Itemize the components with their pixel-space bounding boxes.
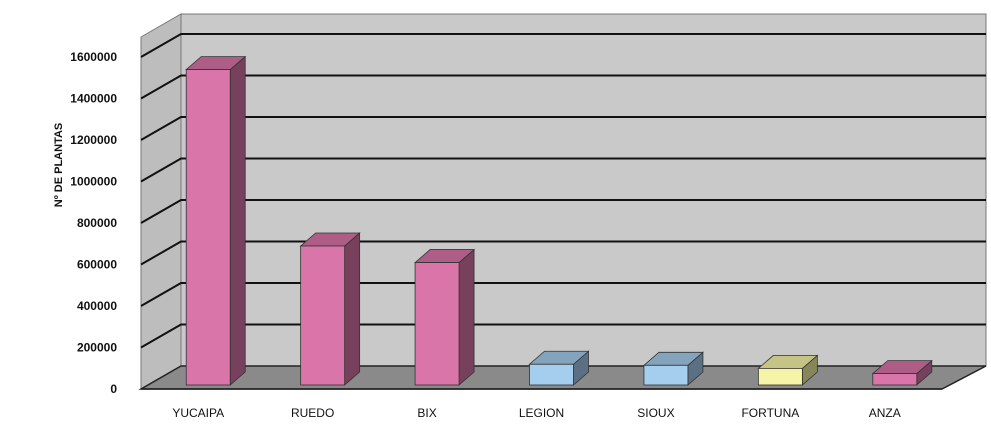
bar xyxy=(299,232,361,386)
bar xyxy=(185,55,247,386)
x-tick-label: FORTUNA xyxy=(741,406,799,420)
y-tick-labels: 0 200000 400000 600000 800000 1000000 1200000 1… xyxy=(70,50,117,396)
y-tick-label: 1600000 xyxy=(70,50,117,64)
x-tick-label: LEGION xyxy=(519,406,564,420)
bar-side xyxy=(458,248,475,386)
y-tick-label: 600000 xyxy=(77,258,117,272)
x-tick-label: SIOUX xyxy=(637,406,674,420)
y-axis-title: Nº DE PLANTAS xyxy=(53,123,65,207)
gridline xyxy=(140,33,986,58)
bar-front xyxy=(300,245,346,386)
bar-front xyxy=(757,367,803,386)
y-tick-label: 1200000 xyxy=(70,133,117,147)
gridline xyxy=(140,323,986,349)
gridline xyxy=(140,116,986,141)
x-tick-label: RUEDO xyxy=(291,406,334,420)
y-tick-label: 800000 xyxy=(77,216,117,230)
x-tick-label: ANZA xyxy=(869,406,901,420)
y-tick-label: 200000 xyxy=(77,341,117,355)
gridline xyxy=(140,199,986,224)
x-tick-label: BIX xyxy=(417,406,436,420)
bar-side xyxy=(229,55,246,386)
chart-walls xyxy=(138,13,987,390)
bar-front xyxy=(414,262,460,386)
bar-front xyxy=(529,363,574,386)
bar-side xyxy=(344,232,361,386)
y-tick-label: 400000 xyxy=(77,299,117,313)
bar-front xyxy=(872,373,918,386)
gridlines xyxy=(140,33,986,349)
x-tick-labels: YUCAIPA RUEDO BIX LEGION SIOUX FORTUNA ANZA xyxy=(172,406,900,420)
gridline xyxy=(140,157,986,183)
side-wall xyxy=(140,13,182,390)
bar xyxy=(413,248,476,386)
y-tick-label: 1400000 xyxy=(70,92,117,106)
bar xyxy=(757,354,819,386)
bar xyxy=(871,359,933,386)
bar-front xyxy=(643,364,689,386)
bar xyxy=(642,351,705,386)
gridline xyxy=(140,240,986,266)
y-tick-label: 1000000 xyxy=(70,175,117,189)
x-tick-label: YUCAIPA xyxy=(172,406,224,420)
bar-front xyxy=(185,69,231,386)
bars xyxy=(185,55,933,386)
gridline xyxy=(140,74,986,100)
bar xyxy=(528,350,590,386)
gridline xyxy=(140,282,986,307)
y-tick-label: 0 xyxy=(110,382,117,396)
